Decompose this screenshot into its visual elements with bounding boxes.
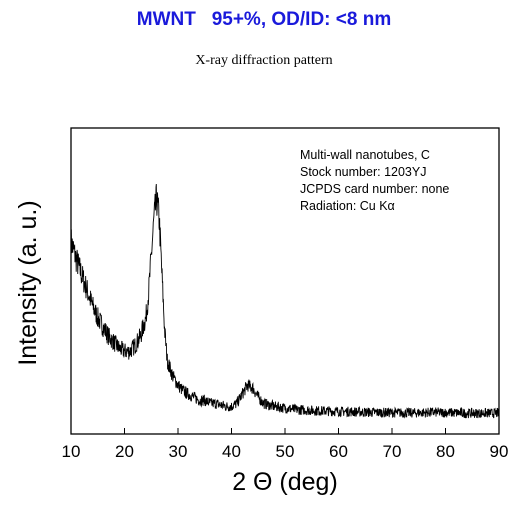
annotation-line: Multi-wall nanotubes, C — [300, 148, 430, 162]
x-ticks: 10 20 30 40 50 60 70 80 90 — [62, 428, 509, 461]
plot-content — [70, 184, 500, 419]
x-tick-label: 50 — [276, 442, 295, 461]
annotation-line: Stock number: 1203YJ — [300, 165, 426, 179]
x-tick-label: 70 — [383, 442, 402, 461]
x-axis-label: 2 Θ (deg) — [232, 468, 338, 496]
x-tick-label: 40 — [222, 442, 241, 461]
annotation-line: Radiation: Cu Kα — [300, 199, 395, 213]
plot-frame — [70, 127, 500, 435]
x-tick-label: 90 — [490, 442, 509, 461]
y-axis-label: Intensity (a. u.) — [14, 200, 42, 365]
annotation-block: Multi-wall nanotubes, C Stock number: 120… — [300, 148, 449, 213]
annotation-line: JCPDS card number: none — [300, 182, 449, 196]
xrd-series-line — [70, 184, 500, 419]
chart-title: MWNT 95+%, OD/ID: <8 nm — [136, 9, 392, 30]
chart-subtitle: X-ray diffraction pattern — [195, 53, 333, 68]
x-tick-label: 20 — [115, 442, 134, 461]
x-tick-label: 80 — [436, 442, 455, 461]
x-tick-label: 60 — [329, 442, 348, 461]
x-tick-label: 10 — [62, 442, 81, 461]
x-tick-label: 30 — [169, 442, 188, 461]
